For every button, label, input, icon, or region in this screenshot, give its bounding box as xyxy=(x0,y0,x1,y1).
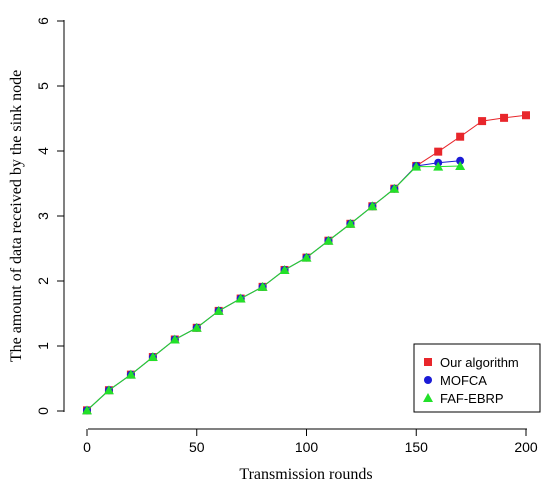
data-point xyxy=(389,183,400,193)
data-point xyxy=(323,235,334,245)
data-point xyxy=(191,322,202,332)
x-tick-label: 200 xyxy=(514,439,538,455)
data-point xyxy=(125,369,136,379)
x-tick-label: 50 xyxy=(189,439,205,455)
data-point xyxy=(434,147,443,156)
x-axis-title: Transmission rounds xyxy=(239,466,372,483)
y-tick-label: 1 xyxy=(35,342,51,350)
series-line xyxy=(86,160,461,411)
x-tick-label: 150 xyxy=(405,439,429,455)
series-line xyxy=(86,165,461,411)
data-point xyxy=(500,113,509,122)
legend-item: FAF-EBRP xyxy=(423,391,504,406)
series-1 xyxy=(83,156,465,415)
legend-marker xyxy=(423,393,433,402)
data-point xyxy=(456,132,465,141)
data-point xyxy=(257,281,268,291)
legend-label: FAF-EBRP xyxy=(440,391,504,406)
data-point xyxy=(169,334,180,344)
data-point xyxy=(301,252,312,262)
data-point xyxy=(213,305,224,315)
y-ticks: 0 1 2 3 4 5 6 xyxy=(35,17,64,415)
data-point xyxy=(103,385,114,395)
y-axis-title: The amount of data received by the sink … xyxy=(8,70,25,362)
y-tick-label: 0 xyxy=(35,407,51,415)
data-point xyxy=(345,218,356,228)
data-point xyxy=(147,352,158,362)
data-point xyxy=(235,293,246,303)
y-tick-label: 4 xyxy=(35,147,51,155)
data-point xyxy=(82,405,92,415)
legend-marker xyxy=(424,358,432,366)
legend-label: Our algorithm xyxy=(440,355,519,370)
data-point xyxy=(455,160,466,170)
y-tick-label: 3 xyxy=(35,212,51,220)
legend-item: MOFCA xyxy=(424,373,487,388)
x-tick-label: 0 xyxy=(83,439,91,455)
series-layer xyxy=(82,111,530,415)
data-point xyxy=(522,111,530,120)
legend-items: Our algorithm MOFCA FAF-EBRP xyxy=(423,355,519,406)
data-point xyxy=(433,161,444,171)
y-tick-label: 2 xyxy=(35,277,51,285)
legend-item: Our algorithm xyxy=(424,355,519,370)
legend: Our algorithm MOFCA FAF-EBRP xyxy=(413,343,541,413)
data-point xyxy=(411,161,422,171)
legend-box xyxy=(413,343,541,413)
data-point xyxy=(367,201,378,211)
y-tick-label: 6 xyxy=(35,17,51,25)
data-point xyxy=(478,117,487,126)
data-point xyxy=(279,264,290,274)
x-tick-label: 100 xyxy=(295,439,319,455)
series-2 xyxy=(82,160,466,415)
legend-label: MOFCA xyxy=(440,373,487,388)
x-ticks: 0 50 100 150 200 xyxy=(83,429,538,455)
data-point xyxy=(456,156,465,165)
legend-marker xyxy=(424,376,432,384)
y-tick-label: 5 xyxy=(35,82,51,90)
